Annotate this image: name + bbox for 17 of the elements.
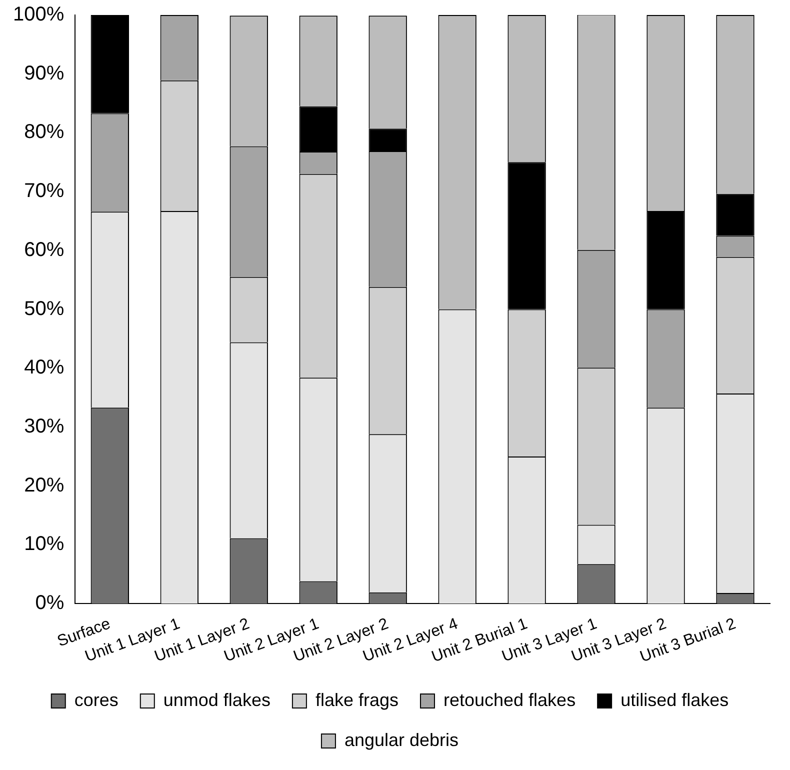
y-tick-label: 80% [24, 121, 64, 144]
y-tick-label: 90% [24, 62, 64, 84]
y-tick-label: 0% [35, 592, 64, 614]
y-tick-label: 70% [24, 180, 64, 202]
legend-label: unmod flakes [163, 690, 270, 710]
y-tick-label: 30% [24, 416, 64, 438]
y-tick-label: 100% [12, 4, 64, 26]
y-tick-label: 50% [24, 298, 64, 320]
legend-label: angular debris [344, 730, 459, 750]
legend-label: flake frags [315, 690, 398, 710]
legend-label: cores [74, 690, 118, 710]
y-tick-label: 10% [24, 533, 64, 556]
y-tick-label: 20% [24, 474, 64, 496]
legend-label: retouched flakes [443, 690, 576, 710]
y-tick-label: 60% [24, 238, 64, 261]
legend-label: utilised flakes [620, 690, 729, 710]
y-tick-label: 40% [24, 356, 64, 379]
